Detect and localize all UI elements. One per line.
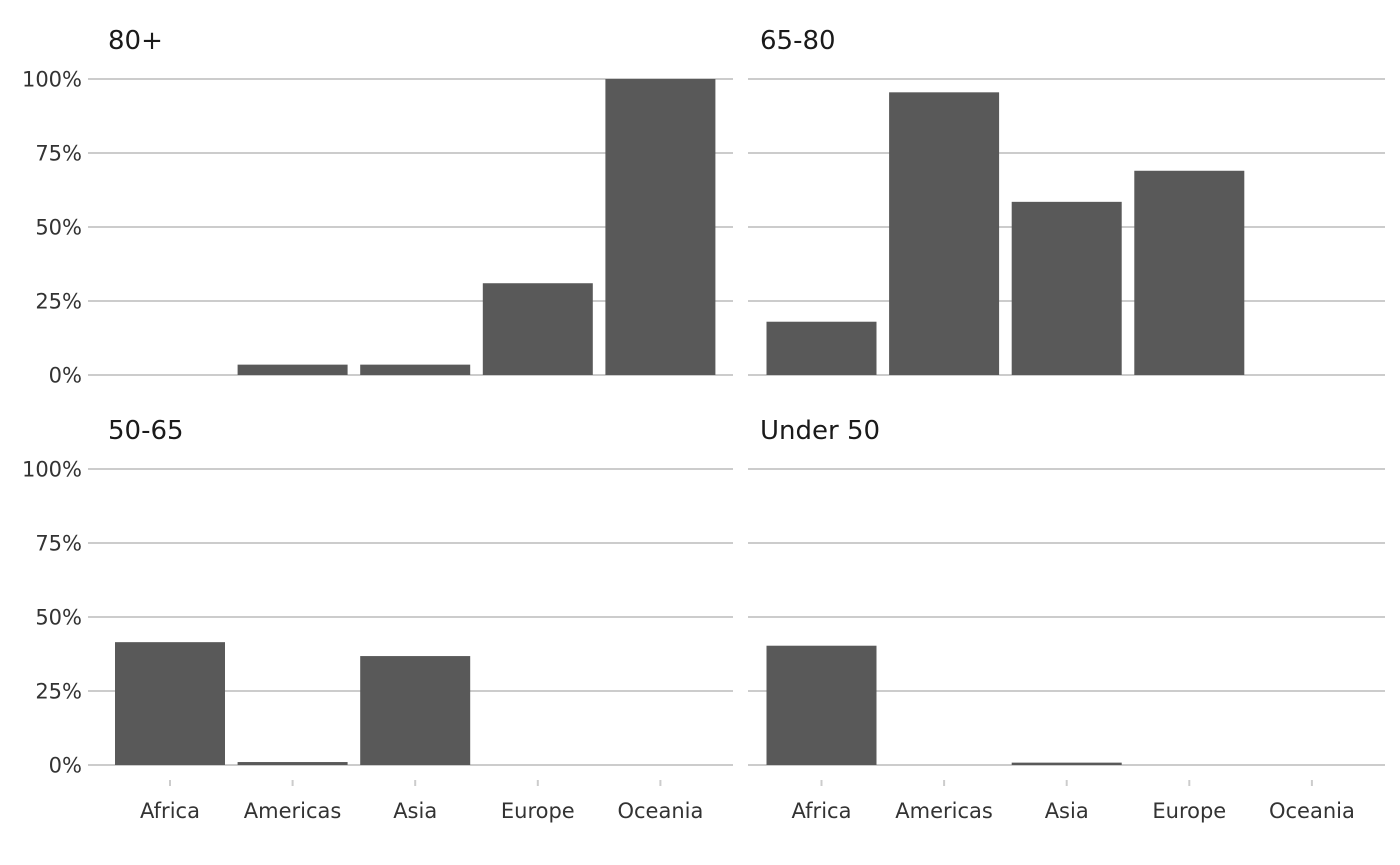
x-tick-label-asia: Asia bbox=[393, 799, 437, 823]
bar-africa bbox=[766, 321, 877, 375]
facet-title: 80+ bbox=[108, 26, 163, 56]
bar-americas bbox=[889, 92, 1000, 375]
facet-panel-under-50: Africa Americas Asia Europe Oceania Under 50 bbox=[748, 416, 1385, 823]
y-tick-label: 100% bbox=[22, 68, 82, 92]
bar-europe bbox=[482, 283, 593, 375]
x-tick-label-oceania: Oceania bbox=[617, 799, 703, 823]
y-tick-label: 25% bbox=[35, 290, 82, 314]
x-tick-label-americas: Americas bbox=[895, 799, 993, 823]
bar-americas bbox=[237, 762, 348, 765]
x-tick-label-africa: Africa bbox=[792, 799, 852, 823]
facet-title: Under 50 bbox=[760, 416, 880, 446]
facet-panel-80-plus: 0% 25% 50% 75% 100% 80+ bbox=[22, 26, 733, 388]
bar-asia bbox=[360, 364, 471, 375]
y-tick-label: 50% bbox=[35, 606, 82, 630]
y-tick-label: 75% bbox=[35, 142, 82, 166]
y-tick-label: 75% bbox=[35, 532, 82, 556]
facet-panel-50-65: 0% 25% 50% 75% 100% Africa Americas Asia Europe O… bbox=[22, 416, 733, 823]
y-tick-label: 100% bbox=[22, 458, 82, 482]
y-tick-label: 50% bbox=[35, 216, 82, 240]
bar-oceania bbox=[605, 79, 716, 375]
y-tick-label: 25% bbox=[35, 680, 82, 704]
bar-asia bbox=[1011, 201, 1122, 375]
y-tick-label: 0% bbox=[49, 364, 82, 388]
x-tick-label-africa: Africa bbox=[140, 799, 200, 823]
y-tick-label: 0% bbox=[49, 754, 82, 778]
bar-africa bbox=[766, 645, 877, 765]
bar-asia bbox=[1011, 762, 1122, 765]
facet-title: 50-65 bbox=[108, 416, 184, 446]
x-tick-label-europe: Europe bbox=[501, 799, 575, 823]
x-tick-label-americas: Americas bbox=[244, 799, 342, 823]
bar-europe bbox=[1134, 170, 1245, 375]
bar-asia bbox=[360, 656, 471, 765]
x-tick-label-europe: Europe bbox=[1152, 799, 1226, 823]
bar-africa bbox=[115, 642, 225, 765]
x-tick-label-oceania: Oceania bbox=[1269, 799, 1355, 823]
bar-americas bbox=[237, 364, 348, 375]
x-tick-label-asia: Asia bbox=[1045, 799, 1089, 823]
facet-title: 65-80 bbox=[760, 26, 836, 56]
facet-panel-65-80: 65-80 bbox=[748, 26, 1385, 376]
